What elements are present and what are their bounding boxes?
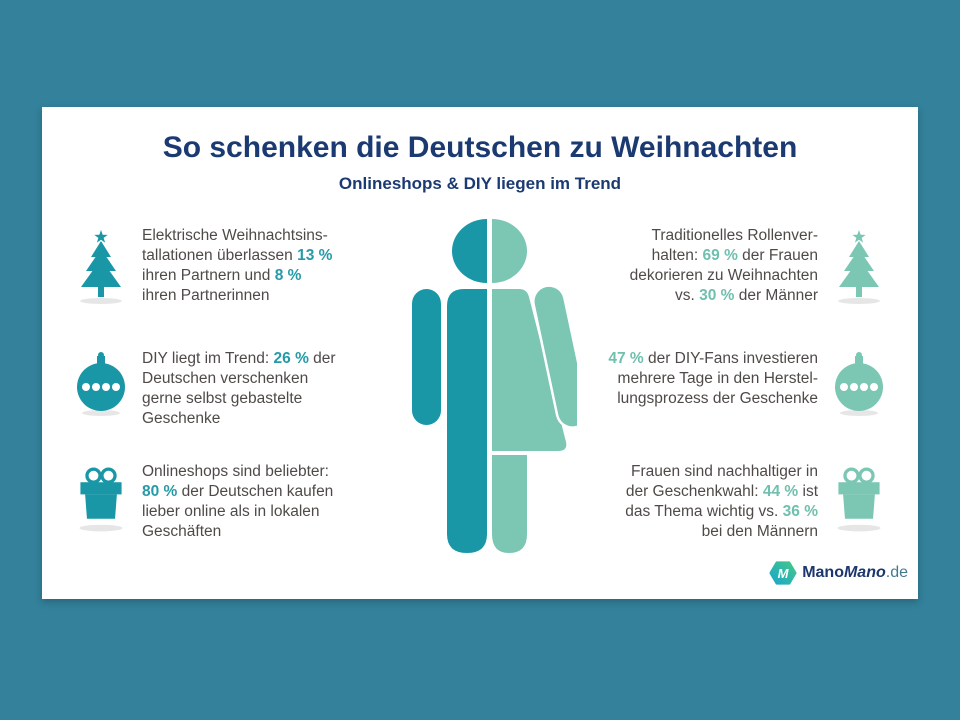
manomano-badge-icon: M bbox=[769, 561, 797, 585]
stat-text: Onlineshops sind beliebter: 80 % der Deu… bbox=[142, 463, 334, 540]
stat-highlight: 30 % bbox=[699, 287, 735, 304]
stat-sustainability: Frauen sind nachhaltiger in der Geschenk… bbox=[543, 462, 888, 542]
stat-diy-trend: DIY liegt im Trend: 26 % der Deutschen v… bbox=[72, 349, 402, 429]
bauble-icon bbox=[72, 351, 130, 417]
brand-tld: .de bbox=[885, 564, 908, 581]
manomano-logo: M ManoMano.de bbox=[769, 559, 908, 587]
man-woman-figure bbox=[412, 219, 577, 553]
stat-traditional-roles: Traditionelles Rollenver- halten: 69 % d… bbox=[543, 226, 888, 306]
svg-text:M: M bbox=[778, 566, 790, 581]
brand-name: ManoMano.de bbox=[802, 564, 908, 581]
christmas-tree-icon bbox=[72, 228, 130, 306]
stat-text: DIY liegt im Trend: 26 % der Deutschen v… bbox=[142, 350, 336, 427]
page-subtitle: Onlineshops & DIY liegen im Trend bbox=[338, 174, 622, 193]
page-title: So schenken die Deutschen zu Weihnachten bbox=[162, 131, 798, 164]
stat-highlight: 13 % bbox=[297, 247, 333, 264]
bauble-icon bbox=[830, 351, 888, 417]
stat-highlight: 8 % bbox=[274, 267, 302, 284]
stat-highlight: 69 % bbox=[702, 247, 738, 264]
stat-text: Frauen sind nachhaltiger in der Geschenk… bbox=[625, 463, 818, 540]
gift-icon bbox=[830, 464, 888, 536]
stat-highlight: 36 % bbox=[782, 503, 818, 520]
stat-text: 47 % der DIY-Fans investieren mehrere Ta… bbox=[608, 350, 818, 407]
stat-text: Traditionelles Rollenver- halten: 69 % d… bbox=[629, 227, 818, 304]
male-figure-half bbox=[412, 219, 487, 553]
christmas-tree-icon bbox=[830, 228, 888, 306]
stat-highlight: 44 % bbox=[762, 483, 799, 500]
stat-highlight: 26 % bbox=[273, 350, 309, 367]
stat-onlineshops: Onlineshops sind beliebter: 80 % der Deu… bbox=[72, 462, 402, 542]
stat-highlight: 80 % bbox=[142, 483, 178, 500]
stat-highlight: 47 % bbox=[608, 350, 644, 367]
female-figure-half bbox=[492, 219, 577, 553]
infographic-card: So schenken die Deutschen zu Weihnachten… bbox=[42, 107, 918, 599]
gift-icon bbox=[72, 464, 130, 536]
stat-text: Elektrische Weihnachtsins- tallationen ü… bbox=[142, 227, 333, 304]
stat-diy-time-investment: 47 % der DIY-Fans investieren mehrere Ta… bbox=[543, 349, 888, 417]
stat-electric-installations: Elektrische Weihnachtsins- tallationen ü… bbox=[72, 226, 402, 306]
